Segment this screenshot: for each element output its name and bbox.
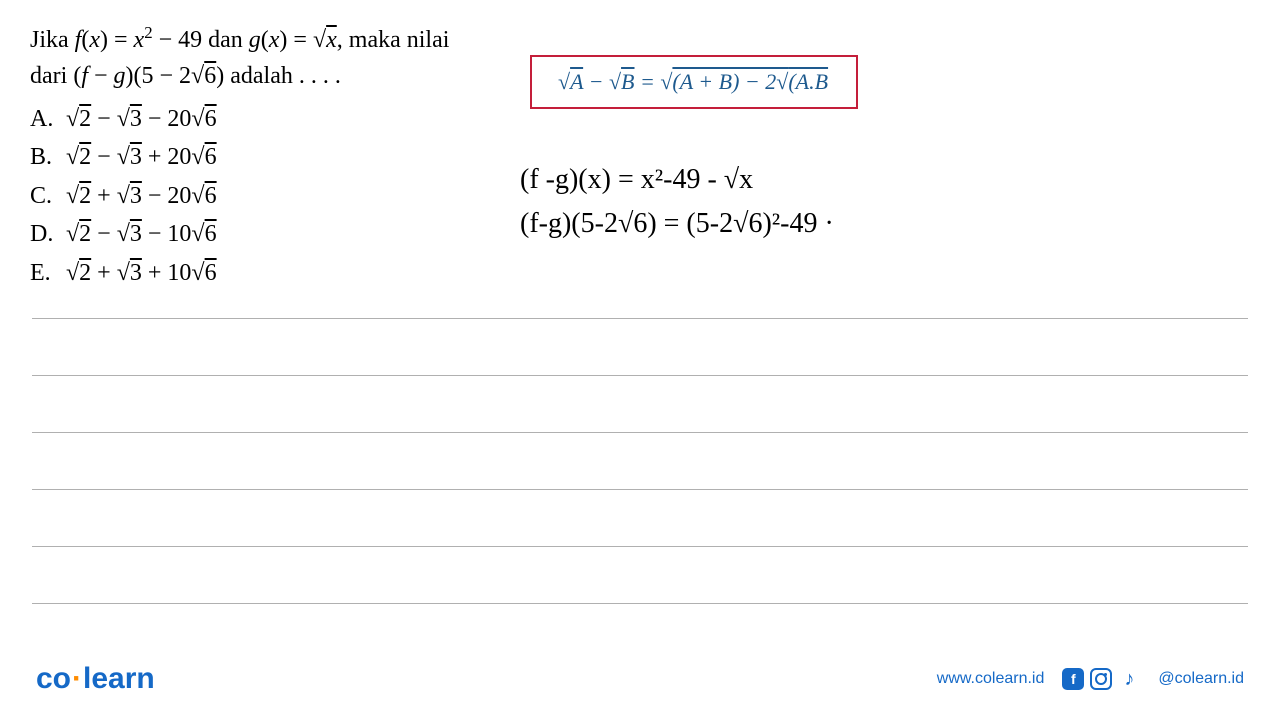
option-value: √2 − √3 + 20√6 — [66, 138, 217, 176]
ruled-line — [32, 603, 1248, 604]
logo-dot: · — [72, 662, 82, 695]
ruled-line — [32, 432, 1248, 433]
option-label: D. — [30, 215, 66, 253]
option-value: √2 − √3 − 10√6 — [66, 215, 217, 253]
facebook-icon: f — [1062, 668, 1084, 690]
ruled-line — [32, 375, 1248, 376]
work-column: √A − √B = √(A + B) − 2√(A.B (f -g)(x) = … — [520, 20, 1240, 292]
content-area: Jika f(x) = x2 − 49 dan g(x) = √x, maka … — [0, 0, 1280, 292]
ruled-line — [32, 489, 1248, 490]
option-value: √2 + √3 + 10√6 — [66, 254, 217, 292]
handwritten-line-2: (f-g)(5-2√6) = (5-2√6)²-49 · — [520, 203, 1240, 245]
option-label: C. — [30, 177, 66, 215]
handwritten-work: (f -g)(x) = x²-49 - √x (f-g)(5-2√6) = (5… — [520, 159, 1240, 245]
social-icons: f ♪ — [1062, 668, 1140, 690]
problem-line-2: dari (f − g)(5 − 2√6) adalah . . . . — [30, 58, 470, 94]
instagram-icon — [1090, 668, 1112, 690]
logo: co·learn — [36, 662, 155, 696]
option-b: B. √2 − √3 + 20√6 — [30, 138, 470, 176]
options-list: A. √2 − √3 − 20√6 B. √2 − √3 + 20√6 C. √… — [30, 100, 470, 292]
option-label: A. — [30, 100, 66, 138]
logo-learn: learn — [83, 662, 155, 695]
website-url: www.colearn.id — [937, 670, 1045, 688]
problem-statement: Jika f(x) = x2 − 49 dan g(x) = √x, maka … — [30, 20, 470, 94]
social-handle: @colearn.id — [1158, 670, 1244, 688]
footer: co·learn www.colearn.id f ♪ @colearn.id — [0, 662, 1280, 696]
option-label: E. — [30, 254, 66, 292]
problem-line-1: Jika f(x) = x2 − 49 dan g(x) = √x, maka … — [30, 20, 470, 58]
problem-column: Jika f(x) = x2 − 49 dan g(x) = √x, maka … — [30, 20, 470, 292]
option-value: √2 + √3 − 20√6 — [66, 177, 217, 215]
ruled-line — [32, 318, 1248, 319]
ruled-lines — [32, 318, 1248, 660]
option-label: B. — [30, 138, 66, 176]
logo-co: co — [36, 662, 71, 695]
ruled-line — [32, 546, 1248, 547]
formula-box: √A − √B = √(A + B) − 2√(A.B — [530, 55, 858, 109]
option-c: C. √2 + √3 − 20√6 — [30, 177, 470, 215]
option-value: √2 − √3 − 20√6 — [66, 100, 217, 138]
option-a: A. √2 − √3 − 20√6 — [30, 100, 470, 138]
handwritten-line-1: (f -g)(x) = x²-49 - √x — [520, 159, 1240, 201]
footer-right: www.colearn.id f ♪ @colearn.id — [937, 668, 1244, 690]
option-d: D. √2 − √3 − 10√6 — [30, 215, 470, 253]
option-e: E. √2 + √3 + 10√6 — [30, 254, 470, 292]
tiktok-icon: ♪ — [1118, 668, 1140, 690]
